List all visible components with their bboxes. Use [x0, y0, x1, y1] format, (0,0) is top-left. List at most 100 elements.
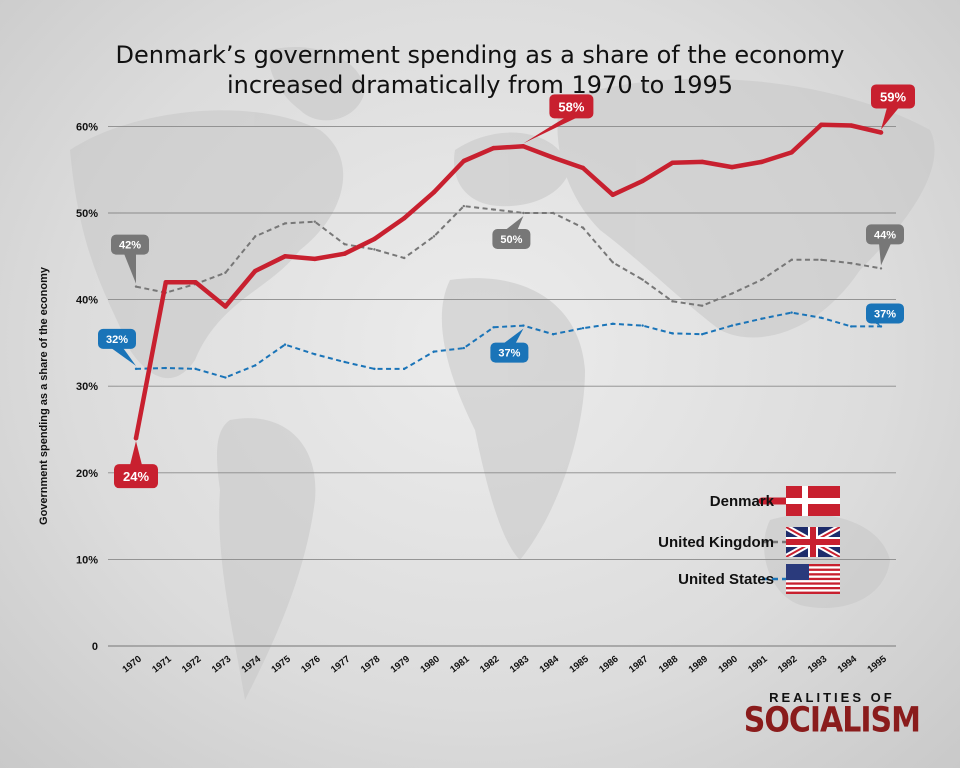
x-tick-label: 1988 [657, 654, 680, 676]
data-point-denmark [878, 130, 884, 135]
callout-uk-1970: 42% [111, 234, 149, 284]
callout-bubble [492, 229, 531, 249]
data-point-us [820, 316, 823, 319]
realities-of-socialism-logo: REALITIES OF SOCIALISM [743, 690, 921, 741]
callout-bubble [114, 464, 158, 489]
series-line-denmark [133, 122, 884, 441]
data-point-denmark [491, 145, 496, 151]
x-tick-label: 1984 [538, 653, 562, 675]
callout-bubble [549, 94, 594, 119]
legend-label-denmark: Denmark [709, 492, 774, 510]
data-point-uk [224, 271, 227, 274]
legend-item-uk: United Kingdom [658, 527, 840, 557]
data-point-uk [611, 261, 614, 264]
x-tick-label: 1972 [180, 654, 203, 676]
callout-tail [881, 107, 899, 130]
callout-bubble [98, 328, 136, 349]
callout-tail [879, 243, 891, 266]
x-tick-label: 1970 [120, 654, 143, 676]
logo-line2: SOCIALISM [743, 700, 921, 741]
callout-label: 42% [119, 240, 141, 252]
y-axis-label: Government spending as a share of the ec… [38, 267, 50, 525]
x-tick-label: 1994 [836, 653, 860, 675]
data-point-denmark [402, 215, 407, 221]
data-point-uk [850, 262, 853, 265]
data-point-denmark [163, 280, 168, 285]
chart-title-line2: increased dramatically from 1970 to 1995 [226, 71, 734, 99]
data-point-denmark [819, 122, 824, 127]
legend-label-uk: United Kingdom [658, 533, 774, 551]
legend-item-us: United States [678, 564, 840, 594]
data-point-uk [671, 300, 674, 303]
x-tick-label: 1980 [418, 654, 441, 676]
callout-tail [505, 216, 524, 230]
y-tick-label: 60% [76, 121, 98, 133]
x-tick-label: 1989 [687, 654, 710, 676]
data-point-denmark [133, 435, 139, 441]
data-point-denmark [849, 123, 854, 128]
x-tick-label: 1973 [210, 654, 233, 676]
legend-item-denmark: Denmark [710, 486, 840, 516]
series-lines [133, 122, 884, 441]
data-point-us [790, 311, 793, 314]
data-point-us [701, 333, 704, 336]
x-tick-label: 1995 [865, 653, 889, 675]
chart-title: Denmark’s government spending as a share… [0, 40, 960, 100]
data-point-denmark [670, 160, 675, 165]
callout-uk-1983: 50% [492, 216, 531, 249]
x-tick-label: 1971 [150, 653, 174, 675]
data-point-uk [313, 220, 316, 223]
callout-tail [503, 328, 524, 344]
data-point-uk [730, 292, 734, 295]
data-point-denmark [431, 190, 437, 195]
series-line-uk [135, 205, 882, 307]
callout-label: 44% [874, 229, 896, 241]
y-tick-label: 30% [76, 381, 98, 393]
data-point-uk [403, 256, 406, 260]
data-point-us [611, 322, 614, 326]
y-tick-label: 10% [76, 554, 98, 566]
data-point-us [403, 367, 406, 371]
data-point-us [730, 324, 734, 327]
x-tick-label: 1982 [478, 654, 501, 676]
callout-bubble [866, 224, 904, 245]
data-point-uk [701, 304, 704, 307]
x-tick-label: 1976 [299, 654, 322, 676]
callout-us-1970: 32% [98, 328, 136, 366]
data-point-uk [283, 222, 287, 225]
legend-label-us: United States [678, 570, 774, 588]
callout-bubble [490, 342, 529, 363]
data-point-denmark [640, 178, 645, 184]
x-tick-label: 1986 [597, 654, 620, 676]
data-point-us [194, 367, 197, 371]
callout-tail [523, 117, 578, 144]
callout-denmark-1995: 59% [871, 84, 915, 130]
data-point-denmark [521, 144, 526, 149]
data-point-us [552, 333, 555, 336]
data-point-us [760, 317, 763, 320]
us-flag-icon [786, 564, 840, 594]
data-point-us [313, 352, 316, 356]
data-point-denmark [610, 192, 615, 198]
x-tick-label: 1987 [627, 654, 650, 676]
data-point-uk [790, 258, 793, 261]
denmark-flag-icon [786, 486, 840, 516]
y-tick-label: 0 [92, 641, 98, 653]
callout-label: 37% [498, 348, 520, 360]
callout-us-1995: 37% [866, 303, 904, 327]
x-tick-label: 1981 [448, 653, 472, 675]
data-point-us [134, 367, 138, 371]
callout-tail [111, 347, 136, 366]
x-tick-label: 1985 [567, 653, 591, 675]
data-point-us [522, 324, 525, 327]
data-point-uk [492, 208, 495, 211]
callout-bubble [111, 234, 149, 255]
x-tick-label: 1993 [806, 654, 829, 676]
callout-tail [124, 253, 136, 284]
x-tick-label: 1991 [746, 653, 770, 675]
data-point-uk [462, 204, 465, 208]
data-point-us [164, 366, 167, 370]
x-tick-label: 1975 [269, 653, 293, 675]
data-point-us [224, 376, 227, 379]
